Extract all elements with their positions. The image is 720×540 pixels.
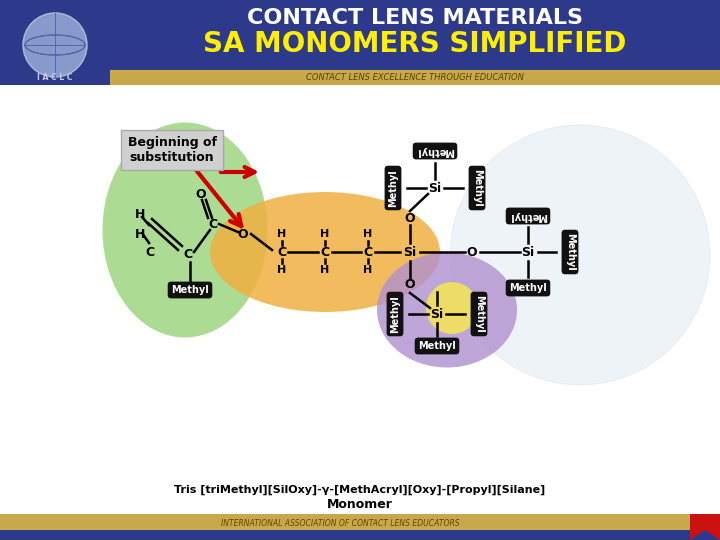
Text: CONTACT LENS MATERIALS: CONTACT LENS MATERIALS <box>247 8 583 28</box>
Circle shape <box>23 13 87 77</box>
Text: Si: Si <box>403 246 417 259</box>
Text: C: C <box>320 246 330 259</box>
FancyBboxPatch shape <box>0 530 720 540</box>
Text: O: O <box>405 279 415 292</box>
Text: Methyl: Methyl <box>171 285 209 295</box>
FancyBboxPatch shape <box>0 514 690 532</box>
Text: SA MONOMERS SIMPLIFIED: SA MONOMERS SIMPLIFIED <box>203 30 626 58</box>
Text: O: O <box>467 246 477 259</box>
Ellipse shape <box>102 123 268 338</box>
Text: Methyl: Methyl <box>418 341 456 351</box>
Text: Methyl: Methyl <box>474 295 484 333</box>
Text: Methyl: Methyl <box>509 211 547 221</box>
Text: Methyl: Methyl <box>509 283 547 293</box>
Text: O: O <box>238 227 248 240</box>
Text: Methyl: Methyl <box>472 169 482 207</box>
Text: C: C <box>184 248 192 261</box>
Polygon shape <box>110 70 720 85</box>
Text: Methyl: Methyl <box>390 295 400 333</box>
Text: Methyl: Methyl <box>388 169 398 207</box>
Text: I A C L C: I A C L C <box>37 73 73 83</box>
Text: O: O <box>405 213 415 226</box>
Text: Beginning of
substitution: Beginning of substitution <box>127 136 217 164</box>
Text: H: H <box>364 229 373 239</box>
Text: H: H <box>277 229 287 239</box>
Text: C: C <box>208 219 217 232</box>
Text: Tris [triMethyl][SilOxy]-γ-[MethAcryl][Oxy]-[Propyl][Silane]: Tris [triMethyl][SilOxy]-γ-[MethAcryl][O… <box>174 485 546 495</box>
Text: Si: Si <box>428 181 441 194</box>
Circle shape <box>426 282 478 334</box>
Text: Si: Si <box>431 307 444 321</box>
Ellipse shape <box>210 192 440 312</box>
Circle shape <box>450 125 710 385</box>
Text: H: H <box>364 265 373 275</box>
Text: Si: Si <box>521 246 534 259</box>
Ellipse shape <box>377 253 517 368</box>
Text: INTERNATIONAL ASSOCIATION OF CONTACT LENS EDUCATORS: INTERNATIONAL ASSOCIATION OF CONTACT LEN… <box>221 518 459 528</box>
Text: Methyl: Methyl <box>565 233 575 271</box>
Text: C: C <box>145 246 155 259</box>
Text: H: H <box>135 228 145 241</box>
Text: Methyl: Methyl <box>416 146 454 156</box>
Text: C: C <box>277 246 287 259</box>
Text: CONTACT LENS EXCELLENCE THROUGH EDUCATION: CONTACT LENS EXCELLENCE THROUGH EDUCATIO… <box>306 73 524 83</box>
Text: H: H <box>277 265 287 275</box>
Text: H: H <box>320 229 330 239</box>
Text: H: H <box>320 265 330 275</box>
Text: H: H <box>135 208 145 221</box>
Text: Monomer: Monomer <box>327 497 393 510</box>
Text: C: C <box>364 246 372 259</box>
Polygon shape <box>690 514 720 540</box>
Text: O: O <box>196 188 207 201</box>
FancyBboxPatch shape <box>0 0 720 85</box>
